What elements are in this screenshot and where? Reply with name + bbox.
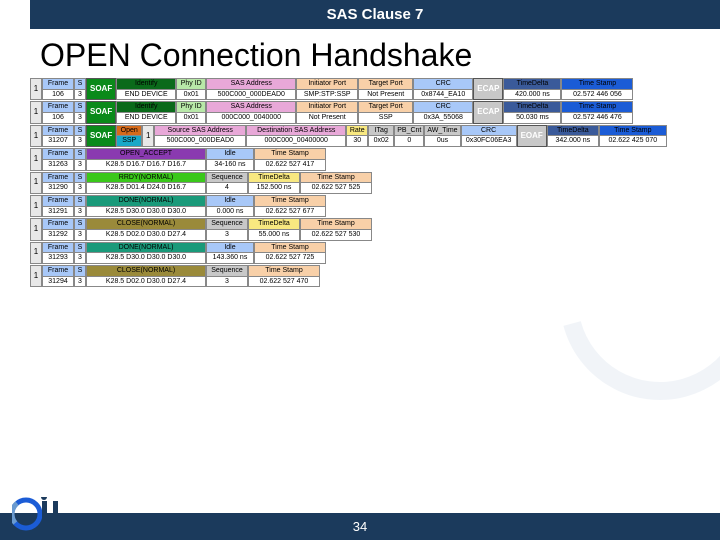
iol-logo	[12, 497, 68, 536]
slide-footer: 34	[0, 513, 720, 540]
page-number: 34	[353, 519, 367, 534]
expand-toggle[interactable]: 1	[30, 78, 42, 100]
expand-toggle[interactable]: 1	[30, 265, 42, 287]
expand-toggle[interactable]: 1	[30, 195, 42, 217]
slide-title: OPEN Connection Handshake	[0, 29, 720, 78]
expand-toggle[interactable]: 1	[30, 218, 42, 240]
trace-row: 1 Frame 31207 S 3 SOAF Open SSP 1 Source…	[30, 125, 690, 147]
expand-toggle[interactable]: 1	[30, 148, 42, 170]
trace-row: 1 Frame 31294 S 3 CLOSE(NORMAL) K28.5 D0…	[30, 265, 690, 287]
trace-row: 1 Frame 31292 S 3 CLOSE(NORMAL) K28.5 D0…	[30, 218, 690, 240]
slide-header: SAS Clause 7	[30, 0, 720, 29]
trace-row: 1 Frame 31263 S 3 OPEN_ACCEPT K28.5 D16.…	[30, 148, 690, 170]
clause-label: SAS Clause 7	[327, 6, 424, 23]
trace-row: 1 Frame 31290 S 3 RRDY(NORMAL) K28.5 D01…	[30, 172, 690, 194]
expand-toggle[interactable]: 1	[30, 101, 42, 123]
expand-toggle[interactable]: 1	[142, 125, 154, 147]
expand-toggle[interactable]: 1	[30, 125, 42, 147]
trace-row: 1 Frame 106 S 3 SOAF Identify END DEVICE…	[30, 78, 690, 100]
trace-row: 1 Frame 31291 S 3 DONE(NORMAL) K28.5 D30…	[30, 195, 690, 217]
expand-toggle[interactable]: 1	[30, 172, 42, 194]
expand-toggle[interactable]: 1	[30, 242, 42, 264]
trace-row: 1 Frame 31293 S 3 DONE(NORMAL) K28.5 D30…	[30, 242, 690, 264]
protocol-trace: 1 Frame 106 S 3 SOAF Identify END DEVICE…	[0, 78, 720, 287]
trace-row: 1 Frame 106 S 3 SOAF Identify END DEVICE…	[30, 101, 690, 123]
